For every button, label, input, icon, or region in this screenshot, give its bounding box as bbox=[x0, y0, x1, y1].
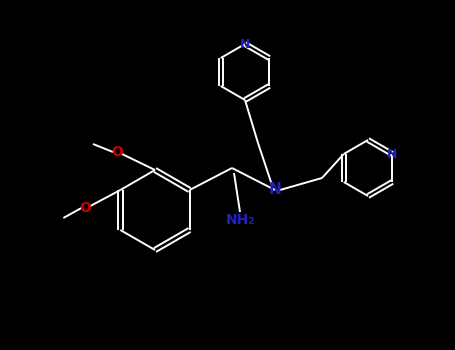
Text: N: N bbox=[268, 182, 281, 197]
Text: N: N bbox=[387, 148, 397, 161]
Text: NH₂: NH₂ bbox=[225, 213, 255, 227]
Text: N: N bbox=[240, 37, 250, 50]
Text: O: O bbox=[111, 145, 123, 159]
Text: O: O bbox=[80, 201, 91, 215]
